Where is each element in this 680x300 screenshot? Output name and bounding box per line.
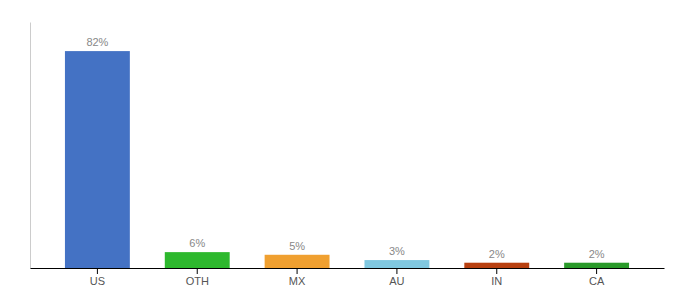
x-axis-line (31, 268, 665, 269)
data-label: 82% (86, 36, 108, 48)
bar (464, 263, 529, 268)
data-label: 2% (489, 248, 505, 260)
bar (65, 51, 130, 268)
bars (65, 51, 629, 268)
x-tick-mark (297, 268, 298, 274)
data-label: 3% (389, 245, 405, 257)
x-tick: AU (389, 268, 404, 287)
data-label: 6% (189, 237, 205, 249)
data-labels: 82% 6% 5% 3% 2% 2% (86, 36, 604, 260)
x-axis: US OTH MX AU IN CA (31, 268, 665, 287)
y-axis (30, 23, 31, 269)
x-tick-label: CA (589, 275, 605, 287)
x-tick: US (90, 268, 105, 287)
x-tick-mark (197, 268, 198, 274)
x-tick-mark (97, 268, 98, 274)
x-tick: OTH (186, 268, 209, 287)
x-tick-label: MX (289, 275, 306, 287)
x-tick-label: AU (389, 275, 404, 287)
data-label: 5% (289, 240, 305, 252)
bar (265, 255, 330, 268)
x-tick-label: IN (491, 275, 502, 287)
x-tick-mark (496, 268, 497, 274)
bar (165, 252, 230, 268)
y-axis-line (30, 23, 31, 269)
x-tick: IN (491, 268, 502, 287)
x-tick-mark (396, 268, 397, 274)
data-label: 2% (589, 248, 605, 260)
x-tick: MX (289, 268, 306, 287)
x-tick-label: OTH (186, 275, 209, 287)
bar (364, 260, 429, 268)
chart: US OTH MX AU IN CA 82% 6% 5% 3% 2% 2% (0, 0, 680, 300)
bar (564, 263, 629, 268)
x-tick-mark (596, 268, 597, 274)
plot-area: US OTH MX AU IN CA 82% 6% 5% 3% 2% 2% (31, 23, 665, 287)
x-tick-label: US (90, 275, 105, 287)
x-tick: CA (589, 268, 605, 287)
